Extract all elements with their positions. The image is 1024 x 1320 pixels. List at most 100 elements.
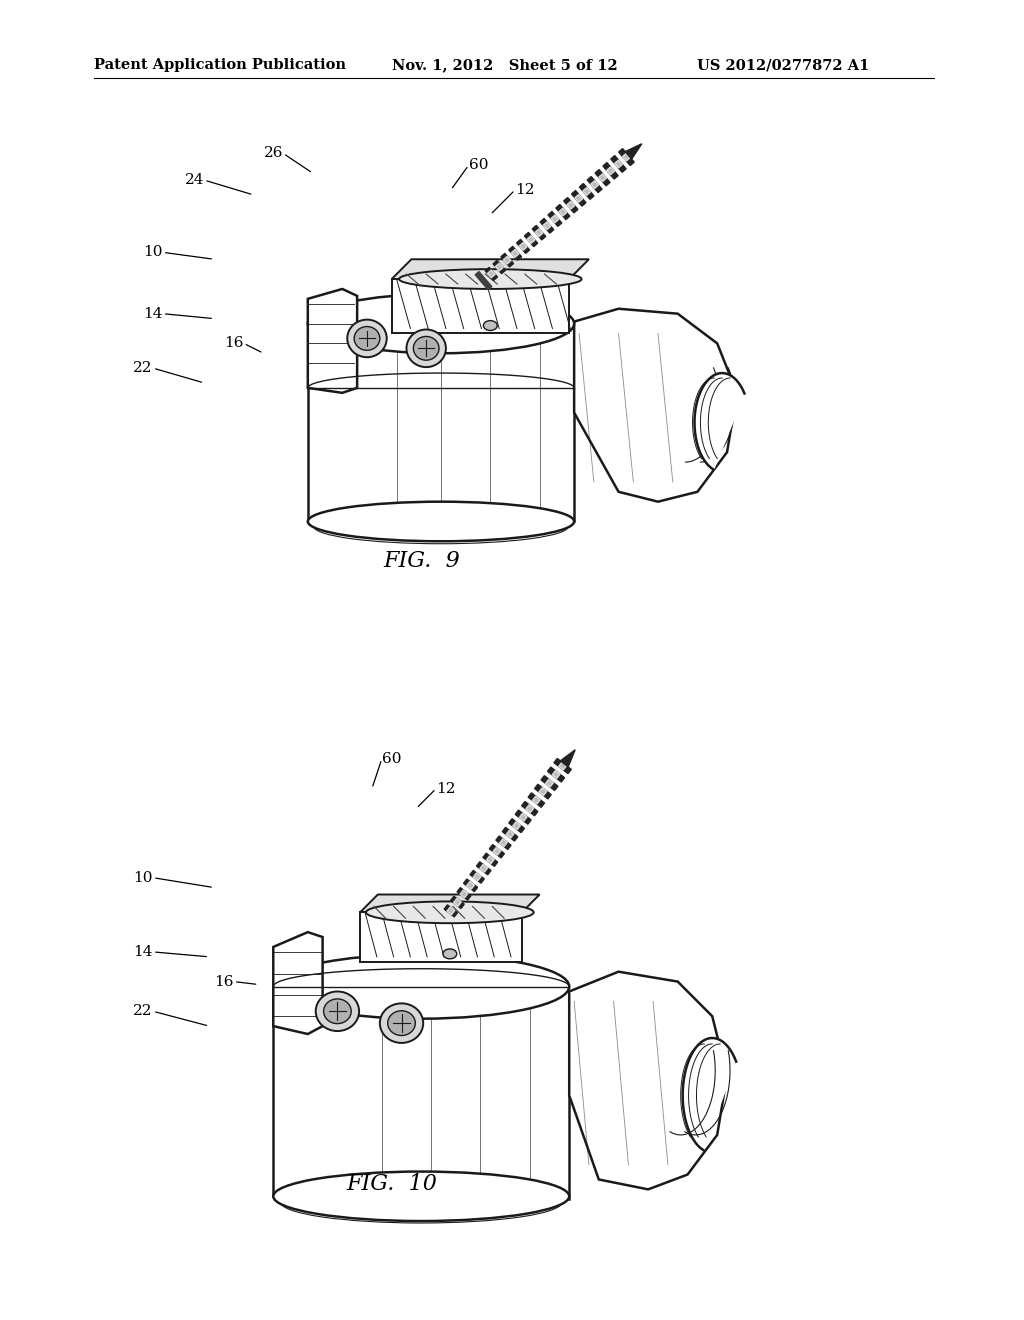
Polygon shape bbox=[487, 269, 496, 279]
Polygon shape bbox=[496, 263, 503, 271]
Text: 22: 22 bbox=[133, 1005, 153, 1018]
Text: 60: 60 bbox=[382, 752, 401, 766]
Polygon shape bbox=[626, 144, 642, 160]
Ellipse shape bbox=[483, 321, 498, 330]
Polygon shape bbox=[446, 907, 455, 915]
Text: US 2012/0277872 A1: US 2012/0277872 A1 bbox=[697, 58, 869, 73]
Polygon shape bbox=[603, 162, 618, 180]
Polygon shape bbox=[583, 187, 591, 195]
Polygon shape bbox=[509, 247, 521, 260]
Ellipse shape bbox=[308, 502, 574, 541]
Text: 16: 16 bbox=[214, 974, 233, 989]
Polygon shape bbox=[683, 1038, 736, 1150]
Polygon shape bbox=[493, 847, 501, 855]
Text: 14: 14 bbox=[133, 945, 153, 958]
Polygon shape bbox=[546, 779, 553, 787]
Ellipse shape bbox=[273, 1172, 569, 1221]
Polygon shape bbox=[587, 177, 602, 193]
Polygon shape bbox=[580, 183, 594, 199]
Polygon shape bbox=[489, 845, 505, 858]
Polygon shape bbox=[574, 194, 583, 202]
Polygon shape bbox=[559, 209, 566, 216]
Polygon shape bbox=[509, 818, 524, 833]
Polygon shape bbox=[483, 853, 498, 866]
Ellipse shape bbox=[407, 330, 445, 367]
Polygon shape bbox=[610, 156, 626, 173]
Polygon shape bbox=[511, 249, 519, 257]
Text: 60: 60 bbox=[469, 158, 488, 173]
Ellipse shape bbox=[308, 294, 574, 354]
Polygon shape bbox=[496, 836, 511, 850]
Polygon shape bbox=[559, 762, 566, 770]
Polygon shape bbox=[614, 160, 623, 168]
Text: FIG.  9: FIG. 9 bbox=[383, 550, 460, 572]
Ellipse shape bbox=[380, 1003, 423, 1043]
Polygon shape bbox=[360, 895, 540, 912]
Polygon shape bbox=[464, 879, 477, 891]
Text: 10: 10 bbox=[133, 871, 153, 884]
Text: 16: 16 bbox=[224, 337, 244, 350]
Polygon shape bbox=[467, 882, 474, 890]
Polygon shape bbox=[548, 767, 564, 781]
Ellipse shape bbox=[366, 902, 534, 923]
Polygon shape bbox=[554, 759, 571, 774]
Polygon shape bbox=[623, 153, 631, 161]
Polygon shape bbox=[308, 289, 357, 393]
Polygon shape bbox=[479, 865, 487, 873]
Polygon shape bbox=[451, 896, 464, 908]
Polygon shape bbox=[571, 190, 586, 206]
Text: Patent Application Publication: Patent Application Publication bbox=[94, 58, 346, 73]
Polygon shape bbox=[519, 813, 527, 821]
Ellipse shape bbox=[354, 326, 380, 350]
Polygon shape bbox=[521, 801, 538, 816]
Polygon shape bbox=[541, 776, 558, 791]
Polygon shape bbox=[444, 904, 458, 917]
Polygon shape bbox=[454, 899, 462, 907]
Polygon shape bbox=[694, 374, 744, 470]
Text: 22: 22 bbox=[133, 362, 153, 375]
Polygon shape bbox=[567, 201, 574, 209]
Text: 26: 26 bbox=[263, 147, 283, 161]
Polygon shape bbox=[457, 887, 471, 900]
Polygon shape bbox=[273, 932, 323, 1034]
Polygon shape bbox=[536, 228, 543, 236]
Polygon shape bbox=[486, 855, 495, 863]
Polygon shape bbox=[360, 912, 522, 962]
Polygon shape bbox=[476, 862, 490, 875]
Text: Nov. 1, 2012   Sheet 5 of 12: Nov. 1, 2012 Sheet 5 of 12 bbox=[391, 58, 617, 73]
Polygon shape bbox=[519, 243, 527, 251]
Polygon shape bbox=[552, 771, 560, 779]
Polygon shape bbox=[475, 272, 492, 290]
Polygon shape bbox=[500, 838, 508, 846]
Polygon shape bbox=[599, 174, 606, 182]
Ellipse shape bbox=[399, 269, 582, 289]
Text: FIG.  10: FIG. 10 bbox=[346, 1173, 437, 1196]
Polygon shape bbox=[524, 232, 538, 247]
Polygon shape bbox=[563, 198, 578, 213]
Polygon shape bbox=[501, 253, 514, 267]
Ellipse shape bbox=[388, 1011, 416, 1035]
Text: 12: 12 bbox=[515, 183, 535, 197]
Ellipse shape bbox=[324, 999, 351, 1023]
Polygon shape bbox=[493, 260, 506, 273]
Polygon shape bbox=[460, 890, 468, 898]
Polygon shape bbox=[548, 211, 562, 226]
Polygon shape bbox=[543, 222, 551, 230]
Polygon shape bbox=[485, 268, 498, 280]
Ellipse shape bbox=[315, 991, 359, 1031]
Polygon shape bbox=[618, 149, 634, 165]
Polygon shape bbox=[473, 873, 481, 880]
Ellipse shape bbox=[273, 954, 569, 1019]
Polygon shape bbox=[591, 181, 599, 189]
Ellipse shape bbox=[414, 337, 439, 360]
Polygon shape bbox=[516, 239, 529, 253]
Text: 12: 12 bbox=[436, 781, 456, 796]
Text: 10: 10 bbox=[143, 246, 163, 259]
Polygon shape bbox=[506, 830, 514, 838]
Polygon shape bbox=[391, 259, 589, 279]
Text: 14: 14 bbox=[143, 306, 163, 321]
Polygon shape bbox=[504, 256, 511, 264]
Polygon shape bbox=[470, 870, 484, 883]
Polygon shape bbox=[528, 793, 545, 808]
Polygon shape bbox=[532, 226, 546, 240]
